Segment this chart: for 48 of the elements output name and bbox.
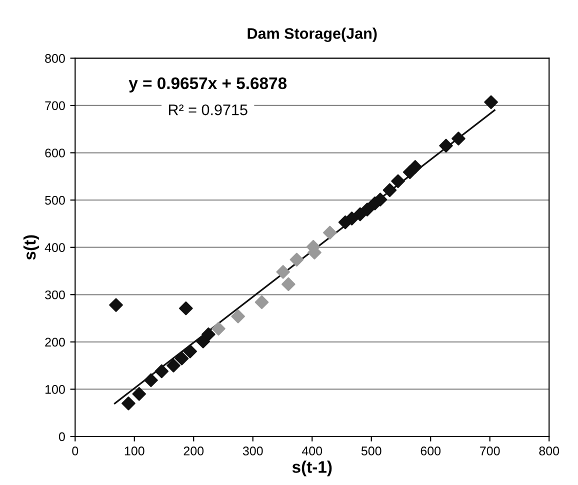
x-tick-label: 200	[184, 446, 204, 456]
chart-title: Dam Storage(Jan)	[248, 28, 377, 42]
point	[408, 160, 422, 174]
point	[122, 396, 136, 410]
point	[154, 364, 169, 378]
point	[344, 212, 359, 226]
y-tick-label: 600	[45, 148, 65, 158]
y-tick-label: 700	[45, 101, 65, 110]
point	[452, 132, 466, 146]
point	[439, 138, 453, 153]
y-axis-title: s(t)	[23, 235, 40, 260]
point	[174, 352, 189, 366]
x-tick-label: 0	[72, 446, 78, 456]
point	[282, 277, 296, 292]
x-tick-label: 700	[480, 446, 500, 456]
point	[290, 252, 304, 267]
point	[179, 301, 193, 316]
x-axis-title: s(t-1)	[292, 460, 332, 476]
y-tick-label: 800	[45, 54, 65, 63]
y-tick-label: 0	[58, 432, 65, 442]
point	[484, 95, 498, 110]
point	[202, 327, 216, 342]
point	[132, 387, 146, 401]
point	[212, 322, 226, 336]
x-tick-label: 600	[420, 446, 441, 456]
y-tick-label: 500	[45, 196, 65, 205]
point	[360, 202, 374, 216]
point	[322, 226, 337, 240]
x-tick-label: 500	[361, 446, 382, 456]
x-tick-label: 300	[242, 446, 263, 456]
point	[166, 358, 180, 372]
point	[109, 298, 123, 312]
x-tick-label: 100	[124, 446, 144, 456]
point	[231, 309, 245, 324]
annotation: y = 0.9657x + 5.6878	[128, 77, 287, 92]
point	[382, 183, 397, 198]
point	[144, 373, 158, 388]
annotation: R² = 0.9715	[168, 104, 248, 116]
point	[183, 344, 197, 358]
point	[391, 174, 405, 188]
point	[276, 265, 290, 279]
x-tick-label: 400	[302, 446, 322, 456]
point	[254, 295, 269, 310]
y-tick-label: 300	[45, 290, 65, 300]
x-tick-label: 800	[539, 446, 560, 456]
y-tick-label: 200	[45, 338, 65, 347]
y-tick-label: 100	[46, 385, 65, 394]
y-tick-label: 400	[44, 243, 65, 252]
